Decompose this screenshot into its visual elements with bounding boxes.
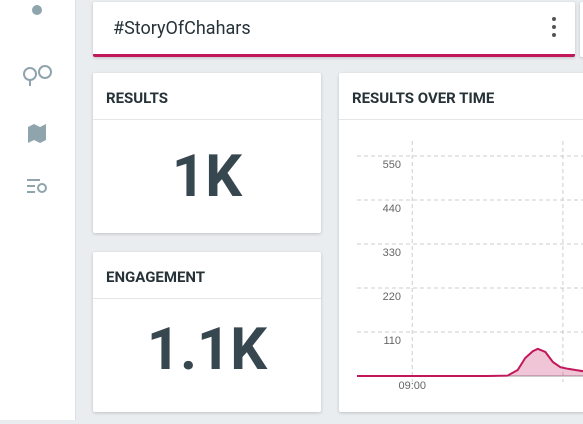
y-tick-label: 220 (383, 291, 401, 303)
icon[interactable] (23, 67, 37, 81)
line (357, 347, 583, 377)
y-tick-label: 110 (383, 335, 401, 347)
area (357, 348, 583, 376)
divider (339, 119, 583, 120)
x-tick-label: 09:00 (398, 380, 426, 392)
icon[interactable] (32, 5, 42, 15)
search-title: #StoryOfChahars (113, 18, 251, 39)
search-bar[interactable]: #StoryOfChahars (93, 2, 575, 57)
y-tick-label: 330 (383, 247, 401, 259)
sidebar (0, 0, 76, 420)
engagement-label: ENGAGEMENT (106, 268, 206, 286)
divider (93, 298, 321, 299)
results-label: RESULTS (106, 89, 169, 107)
chart-title: RESULTS OVER TIME (352, 89, 495, 107)
menu-button[interactable] (549, 16, 559, 40)
icon[interactable] (28, 124, 46, 143)
engagement-card: ENGAGEMENT 1.1K (93, 252, 321, 412)
engagement-value: 1.1K (146, 316, 268, 384)
chart-card: RESULTS OVER TIME 110 220 330 440 550 09:00 (339, 73, 583, 412)
chart: 110 220 330 440 550 09:00 (357, 141, 583, 392)
results-card: RESULTS 1K (93, 73, 321, 233)
sidebar-icons (23, 5, 52, 193)
side-card (580, 2, 583, 57)
y-tick-label: 440 (383, 203, 401, 215)
results-value: 1K (171, 143, 243, 211)
y-tick-label: 550 (383, 159, 401, 171)
divider (93, 119, 321, 120)
